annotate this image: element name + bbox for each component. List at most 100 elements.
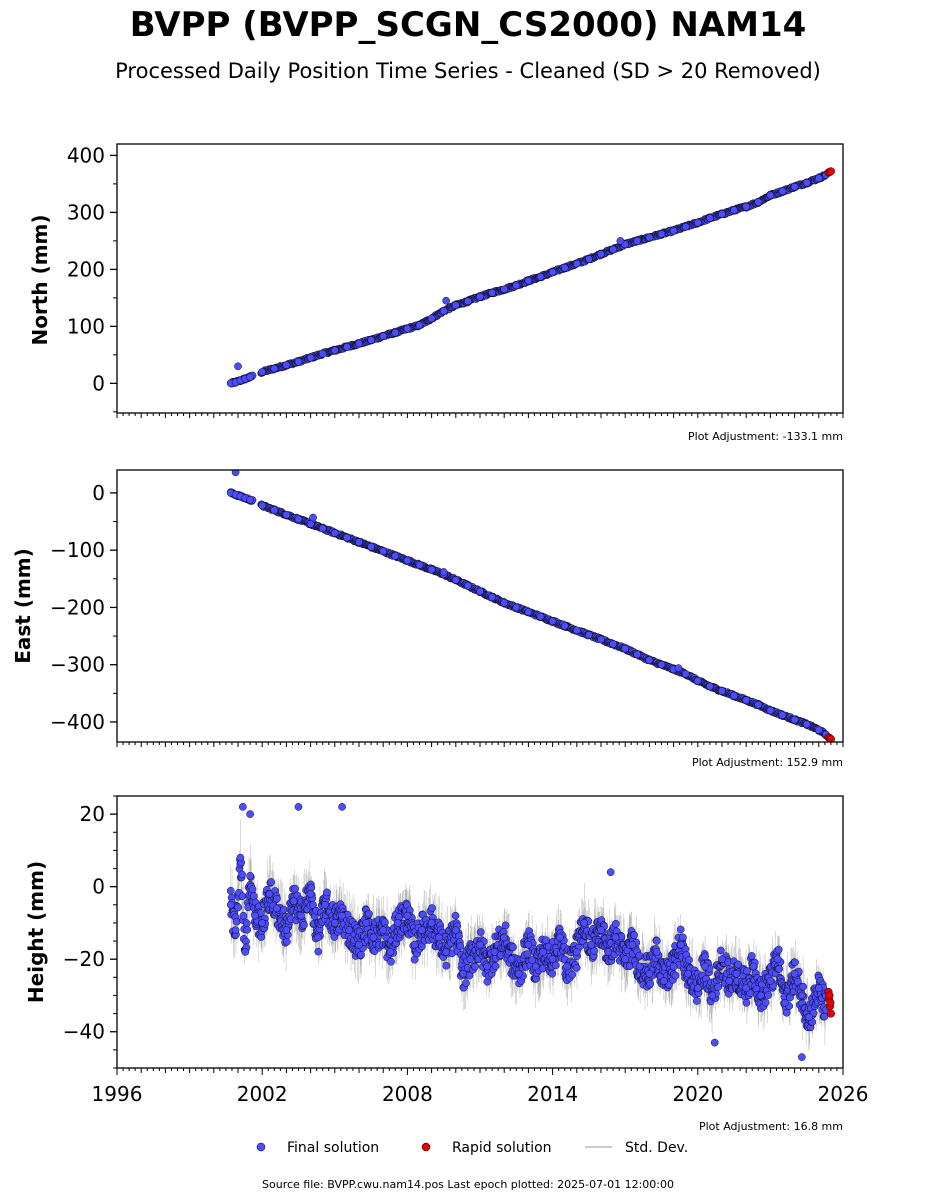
final-point [282, 926, 291, 935]
final-point [674, 664, 683, 672]
y-tick-label: 0 [92, 371, 105, 395]
final-point [536, 612, 545, 621]
panel-north-ylabel: North (mm) [28, 214, 52, 345]
final-point [464, 581, 472, 590]
final-point [669, 226, 678, 235]
final-point [710, 1038, 719, 1047]
final-point [451, 926, 460, 935]
final-point [379, 926, 388, 935]
rapid-point [826, 167, 835, 176]
panel-height: Height (mm) Plot Adjustment: 16.8 mm [24, 861, 843, 1133]
final-point [611, 919, 620, 928]
y-tick-label: −300 [50, 653, 105, 677]
final-point [391, 328, 400, 337]
final-point [548, 955, 557, 964]
final-point [676, 925, 685, 934]
legend-final-label: Final solution [287, 1140, 379, 1156]
final-point [435, 933, 443, 942]
final-point [471, 962, 479, 971]
final-point [652, 948, 661, 956]
final-point [585, 631, 593, 639]
rapid-point [826, 735, 835, 742]
final-point [291, 884, 300, 893]
final-point [572, 259, 581, 268]
final-point [681, 222, 690, 231]
final-point [272, 904, 281, 913]
figure-title: BVPP (BVPP_SCGN_CS2000) NAM14 [130, 5, 807, 45]
panel-height-adjustment: Plot Adjustment: 16.8 mm [699, 1120, 843, 1133]
final-point [246, 810, 254, 818]
final-point [790, 182, 799, 191]
final-point [782, 1008, 791, 1017]
y-tick-label: 20 [80, 802, 105, 826]
final-point [343, 343, 351, 351]
final-point [345, 926, 354, 935]
final-point [609, 245, 617, 254]
final-point [597, 635, 605, 644]
final-point [418, 926, 426, 935]
final-point [403, 556, 412, 565]
final-point [645, 969, 654, 978]
final-point [258, 368, 267, 376]
final-point [756, 991, 765, 1000]
final-point [766, 706, 775, 715]
final-point [716, 946, 725, 955]
final-point [267, 878, 276, 886]
final-point [246, 495, 254, 504]
final-point [743, 967, 751, 975]
final-point [248, 885, 257, 894]
final-point [802, 720, 811, 729]
final-point [616, 237, 625, 245]
final-point [427, 919, 436, 927]
final-point [551, 961, 560, 970]
final-point [283, 937, 291, 946]
final-point [761, 998, 770, 1007]
final-point [476, 940, 484, 949]
panel-east-frame [116, 469, 844, 743]
final-point [706, 214, 714, 222]
final-point [273, 894, 281, 903]
legend-rapid-marker [421, 1142, 431, 1152]
final-point [451, 911, 460, 920]
panel-east: East (mm) Plot Adjustment: 152.9 mm [11, 548, 843, 769]
panel-east-data [226, 470, 835, 742]
final-point [693, 218, 702, 227]
legend-rapid-label: Rapid solution [452, 1140, 552, 1156]
final-point [362, 919, 371, 927]
final-point [791, 958, 799, 967]
final-point [483, 962, 492, 971]
final-point [387, 957, 395, 966]
y-tick-label: 100 [67, 314, 105, 338]
final-point [630, 931, 638, 940]
final-point [282, 361, 291, 369]
final-point [531, 962, 540, 971]
final-point [462, 979, 470, 987]
final-point [539, 948, 547, 956]
final-point [628, 940, 637, 949]
final-point [814, 174, 823, 183]
final-point [367, 542, 375, 551]
final-point [747, 952, 756, 960]
final-point [243, 919, 251, 928]
final-point [403, 911, 412, 920]
final-point [239, 911, 248, 920]
final-point [451, 301, 460, 310]
final-point [774, 945, 783, 954]
final-point [512, 603, 521, 612]
final-point [742, 984, 751, 993]
final-point [778, 187, 787, 196]
final-point [701, 962, 709, 971]
final-point [509, 943, 517, 952]
final-point [685, 956, 693, 964]
rapid-point [825, 991, 834, 1000]
final-point [379, 332, 388, 340]
final-point [660, 977, 668, 985]
final-point [297, 911, 305, 920]
final-point [294, 357, 303, 366]
final-point [265, 890, 274, 898]
final-point [652, 937, 661, 945]
final-point [798, 991, 806, 1000]
final-point [490, 948, 499, 956]
final-point [330, 346, 339, 355]
panel-east-adjustment: Plot Adjustment: 152.9 mm [692, 756, 843, 769]
